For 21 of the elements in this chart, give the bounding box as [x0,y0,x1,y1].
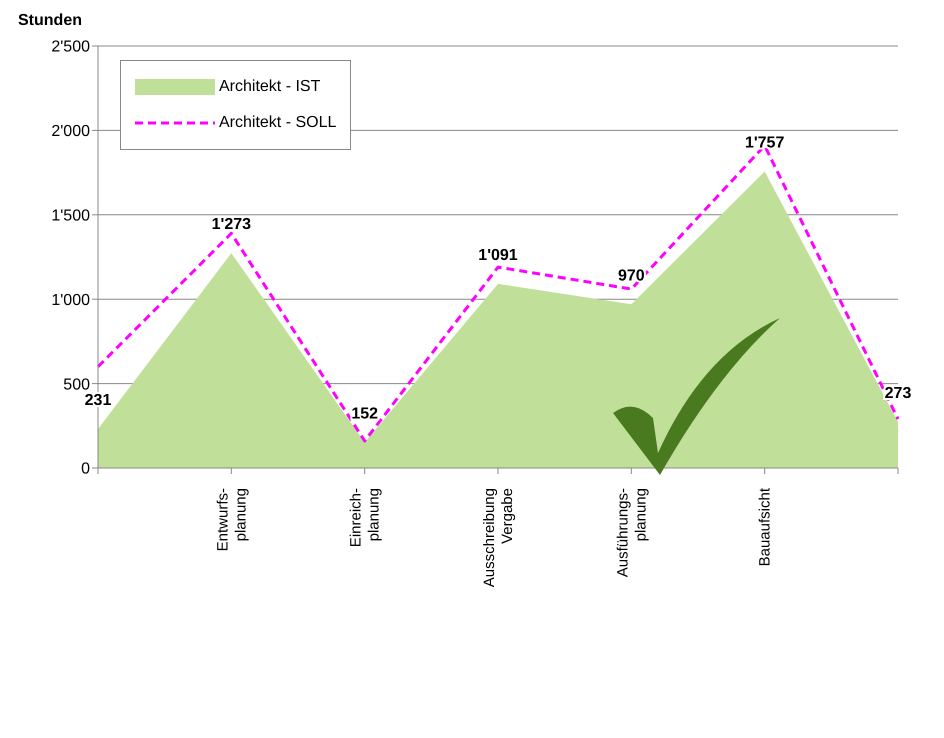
y-tick-label: 2'500 [51,38,90,56]
x-tick-label: Ausführungs- planung [614,488,650,578]
y-tick-label: 1'500 [51,207,90,224]
data-label: 1'091 [478,246,518,264]
y-tick-label: 500 [63,376,90,394]
legend-label: Architekt - SOLL [219,114,336,132]
data-label: 970 [618,267,645,284]
x-tick-label: Ausschreibung Vergabe [481,488,516,588]
y-axis-title: Stunden [18,12,82,30]
data-label: 152 [351,405,378,422]
x-tick-label: Bauaufsicht [756,487,774,566]
x-tick-label: Einreich- planung [348,488,383,548]
legend-label: Architekt - IST [219,78,320,96]
data-label: 1'273 [212,216,252,234]
data-label: 231 [84,392,112,410]
data-label: 1'757 [744,134,784,152]
y-tick-label: 2'000 [51,123,90,140]
data-label: 273 [884,384,912,402]
y-tick-label: 1'000 [51,292,90,309]
y-tick-label: 0 [81,460,90,478]
x-tick-label: Entwurfs- planung [214,488,250,552]
